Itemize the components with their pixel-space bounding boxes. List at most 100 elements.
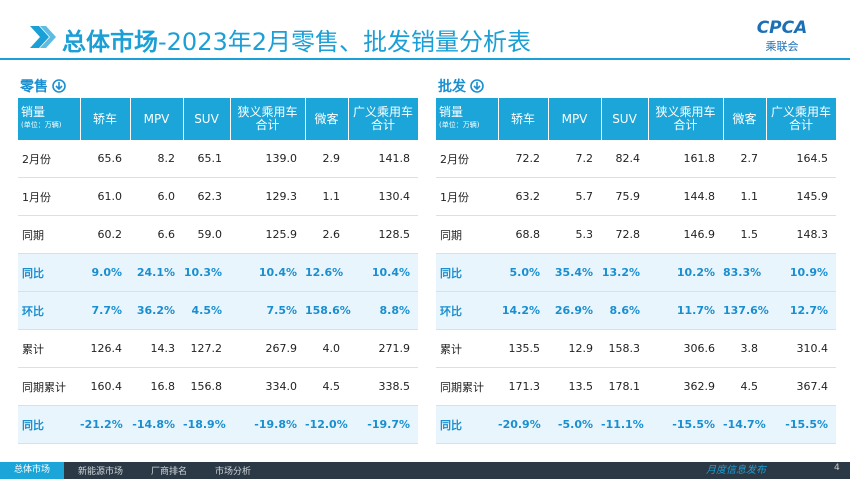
cell: 171.3: [498, 367, 548, 406]
cell: 65.1: [183, 140, 230, 178]
cell: 13.2%: [601, 253, 648, 292]
cell: 7.2: [548, 140, 601, 178]
cell: 8.2: [130, 140, 183, 178]
corner-label: 销量: [439, 105, 464, 119]
cell: 13.5: [548, 367, 601, 406]
cell: -14.7%: [723, 405, 766, 444]
cell: 367.4: [766, 367, 836, 406]
data-row: 1月份 63.2 5.7 75.9 144.8 1.1 145.9: [436, 177, 836, 216]
cell: 145.9: [766, 177, 836, 216]
cell: 8.6%: [601, 291, 648, 330]
header-row: 销量 (单位：万辆) 轿车 MPV SUV 狭义乘用车 合计 微客 广义乘用车 合计: [436, 98, 837, 140]
cell: 164.5: [766, 140, 836, 178]
row-label: 同比: [436, 405, 498, 444]
cell: 72.2: [498, 140, 548, 178]
cell: -14.8%: [130, 405, 183, 444]
cell: 5.0%: [498, 253, 548, 292]
chevron-icon: [30, 26, 56, 48]
section-label: 批发: [438, 79, 466, 95]
cell: 160.4: [80, 367, 130, 406]
corner-label: 销量: [21, 105, 46, 119]
logo-text: CPCA: [756, 18, 808, 38]
cell: 161.8: [648, 140, 723, 178]
cell: 271.9: [348, 329, 418, 368]
row-label: 同比: [18, 253, 80, 292]
unit-label: (单位：万辆): [21, 121, 62, 129]
cell: 14.3: [130, 329, 183, 368]
cell: 139.0: [230, 140, 305, 178]
row-label: 2月份: [18, 140, 80, 178]
cell: 126.4: [80, 329, 130, 368]
cell: 4.0: [305, 329, 348, 368]
cell: 75.9: [601, 177, 648, 216]
cell: 82.4: [601, 140, 648, 178]
footer-tab[interactable]: 厂商排名: [151, 467, 188, 477]
data-row: 同比 9.0% 24.1% 10.3% 10.4% 12.6% 10.4%: [18, 253, 418, 292]
unit-label: (单位：万辆): [439, 121, 480, 129]
data-row: 同比 5.0% 35.4% 13.2% 10.2% 83.3% 10.9%: [436, 253, 836, 292]
cell: 1.1: [723, 177, 766, 216]
row-label: 累计: [436, 329, 498, 368]
cell: -21.2%: [80, 405, 130, 444]
cell: 12.9: [548, 329, 601, 368]
cell: 10.3%: [183, 253, 230, 292]
cell: 10.9%: [766, 253, 836, 292]
cell: 267.9: [230, 329, 305, 368]
corner-cell: 销量 (单位：万辆): [436, 98, 499, 140]
cell: 306.6: [648, 329, 723, 368]
cell: 178.1: [601, 367, 648, 406]
cell: 148.3: [766, 215, 836, 254]
data-row: 同比 -21.2% -14.8% -18.9% -19.8% -12.0% -19.7%: [18, 405, 418, 444]
footer-tab[interactable]: 总体市场: [0, 462, 65, 479]
title-main: 总体市场: [62, 28, 158, 56]
data-row: 同期累计 171.3 13.5 178.1 362.9 4.5 367.4: [436, 367, 836, 406]
column-header: 广义乘用车 合计: [348, 98, 419, 140]
row-label: 同期: [18, 215, 80, 254]
data-row: 环比 7.7% 36.2% 4.5% 7.5% 158.6% 8.8%: [18, 291, 418, 330]
cell: 128.5: [348, 215, 418, 254]
section-title: 零售: [20, 76, 66, 96]
column-header: 轿车: [498, 98, 549, 140]
logo-sub: 乘联会: [765, 40, 799, 53]
cell: 362.9: [648, 367, 723, 406]
cell: 130.4: [348, 177, 418, 216]
cell: -18.9%: [183, 405, 230, 444]
data-row: 累计 135.5 12.9 158.3 306.6 3.8 310.4: [436, 329, 836, 368]
data-table: 销量 (单位：万辆) 轿车 MPV SUV 狭义乘用车 合计 微客 广义乘用车 合计 2月份 72…: [436, 98, 837, 444]
cell: -20.9%: [498, 405, 548, 444]
down-icon: [470, 79, 484, 93]
data-row: 累计 126.4 14.3 127.2 267.9 4.0 271.9: [18, 329, 418, 368]
cell: 11.7%: [648, 291, 723, 330]
cell: 310.4: [766, 329, 836, 368]
cell: 6.0: [130, 177, 183, 216]
column-header: 微客: [723, 98, 767, 140]
row-label: 同期累计: [18, 367, 80, 406]
cell: 4.5: [305, 367, 348, 406]
cell: 9.0%: [80, 253, 130, 292]
data-row: 同比 -20.9% -5.0% -11.1% -15.5% -14.7% -15.5%: [436, 405, 836, 444]
data-row: 2月份 72.2 7.2 82.4 161.8 2.7 164.5: [436, 140, 836, 178]
cell: 24.1%: [130, 253, 183, 292]
cell: 5.7: [548, 177, 601, 216]
cell: 35.4%: [548, 253, 601, 292]
cell: 158.6%: [305, 291, 351, 330]
cell: 338.5: [348, 367, 418, 406]
cell: 8.8%: [348, 291, 418, 330]
cell: 7.7%: [80, 291, 130, 330]
cell: 4.5%: [183, 291, 230, 330]
column-header: 广义乘用车 合计: [766, 98, 837, 140]
page-number: 4: [834, 463, 840, 473]
cell: 334.0: [230, 367, 305, 406]
footer-tab[interactable]: 市场分析: [215, 467, 252, 477]
column-header: SUV: [183, 98, 231, 140]
slogan: 月度信息发布: [706, 465, 766, 476]
column-header: MPV: [548, 98, 602, 140]
title-rest: -2023年2月零售、批发销量分析表: [158, 28, 532, 56]
cell: 129.3: [230, 177, 305, 216]
cell: 127.2: [183, 329, 230, 368]
cell: 68.8: [498, 215, 548, 254]
row-label: 1月份: [436, 177, 498, 216]
cell: 12.6%: [305, 253, 348, 292]
data-row: 同期 60.2 6.6 59.0 125.9 2.6 128.5: [18, 215, 418, 254]
footer-tab[interactable]: 新能源市场: [78, 467, 124, 477]
